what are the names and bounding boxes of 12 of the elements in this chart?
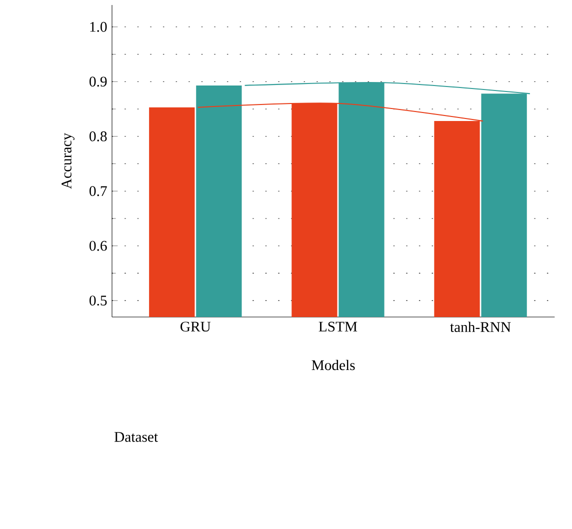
x-tick-label: LSTM [318,322,358,332]
y-tick-label: 0.7 [90,186,107,196]
x-tick-label: tanh-RNN [450,322,511,332]
y-tick-label: 0.5 [90,296,107,306]
legend-title: Dataset [114,432,158,442]
x-tick-label: GRU [180,322,211,332]
x-axis-title: Models [312,360,355,370]
y-axis-title: Accuracy [62,132,74,189]
y-tick-label: 1.0 [90,22,107,32]
y-tick-label: 0.6 [90,240,107,251]
y-tick-label: 0.8 [90,131,107,142]
y-tick-label: 0.9 [90,76,107,87]
